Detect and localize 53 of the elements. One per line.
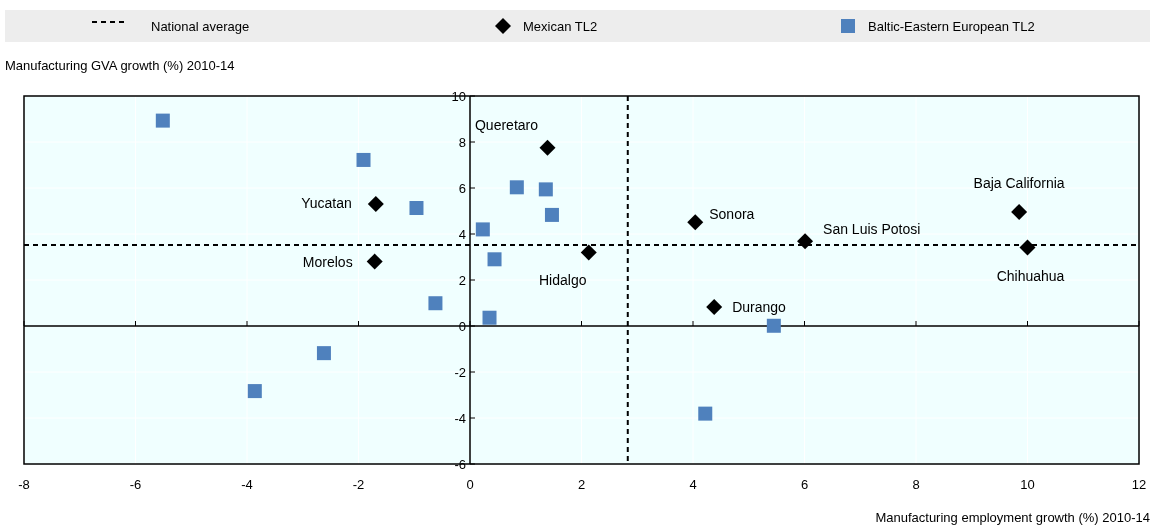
point [475,222,490,237]
x-tick-label: -4 [241,477,253,492]
y-tick-label: -4 [454,411,466,426]
x-tick-label: -8 [18,477,30,492]
y-axis-title: Manufacturing GVA growth (%) 2010-14 [5,58,235,73]
legend-label: National average [151,19,250,34]
annotation: San Luis Potosi [823,221,921,238]
point [356,152,371,167]
annotation: Sonora [709,206,755,223]
point [366,253,383,270]
x-tick-label: 12 [1131,477,1147,492]
point [409,201,424,216]
point [766,318,781,333]
x-tick-label: 10 [1020,477,1035,492]
point [1019,239,1036,256]
x-tick-label: 4 [689,477,697,492]
point [155,113,170,128]
point [538,182,553,197]
point [316,346,331,361]
point [509,180,524,195]
point [428,296,443,311]
y-tick-label: 8 [458,135,466,150]
point [367,196,384,213]
legend-label: Mexican TL2 [523,19,598,34]
point [698,406,713,421]
y-tick-label: 4 [458,227,466,242]
point [544,207,559,222]
x-tick-label: -6 [129,477,142,492]
x-tick-label: 2 [577,477,586,492]
point [706,298,723,315]
x-tick-label: 6 [800,477,809,492]
annotation: Chihuahua [996,267,1065,284]
annotation: Queretaro [474,116,539,133]
point [539,139,556,156]
x-axis-title: Manufacturing employment growth (%) 2010-14 [875,510,1150,525]
legend-label: Baltic-Eastern European TL2 [868,19,1035,34]
annotation: Baja California [973,174,1065,191]
point [487,252,502,267]
annotation: Yucatan [301,195,352,212]
y-tick-label: 2 [458,273,466,288]
point [580,244,597,261]
annotation: Morelos [302,253,353,270]
x-tick-label: 8 [912,477,920,492]
point [482,310,497,325]
point [797,233,814,250]
point [687,214,704,231]
point [247,384,262,399]
annotation: Durango [732,298,787,315]
point [1011,203,1028,220]
y-tick-label: -2 [454,365,466,380]
y-tick-label: 6 [458,181,466,196]
annotation: Hidalgo [539,272,587,289]
x-tick-label: -2 [352,477,365,492]
